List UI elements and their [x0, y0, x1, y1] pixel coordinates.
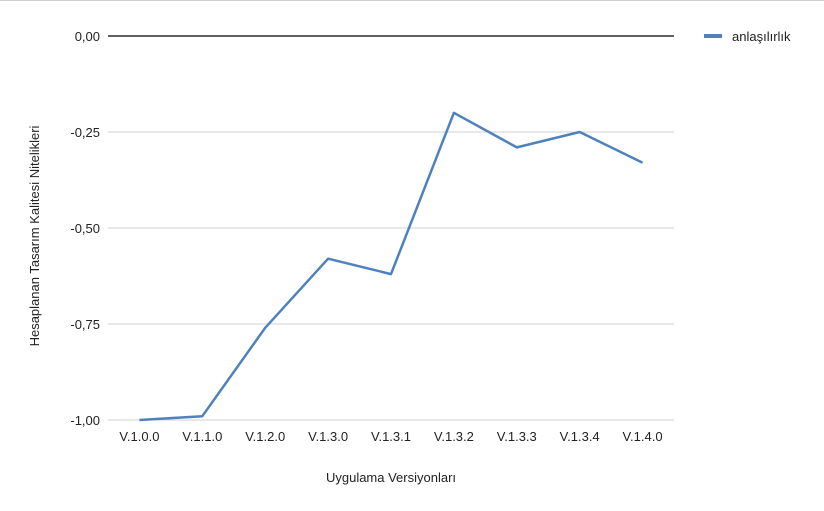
x-tick-label: V.1.1.0 — [182, 429, 222, 444]
series-lines — [139, 111, 644, 422]
legend-label: anlaşılırlık — [732, 29, 791, 44]
x-tick-label: V.1.3.3 — [497, 429, 537, 444]
x-tick-label: V.1.3.0 — [308, 429, 348, 444]
x-tick-labels: V.1.0.0 V.1.1.0 V.1.2.0 V.1.3.0 V.1.3.1 V.1.3… — [119, 429, 662, 444]
series-line — [139, 111, 644, 422]
y-tick-label: -1,00 — [70, 413, 100, 428]
x-tick-label: V.1.3.2 — [434, 429, 474, 444]
x-tick-label: V.1.3.1 — [371, 429, 411, 444]
y-tick-label: 0,00 — [75, 29, 100, 44]
y-tick-label: -0,25 — [70, 125, 100, 140]
x-tick-label: V.1.4.0 — [623, 429, 663, 444]
y-tick-labels: 0,00 -0,25 -0,50 -0,75 -1,00 — [70, 29, 100, 428]
x-tick-label: V.1.2.0 — [245, 429, 285, 444]
y-tick-label: -0,50 — [70, 221, 100, 236]
x-tick-label: V.1.0.0 — [119, 429, 159, 444]
x-tick-label: V.1.3.4 — [560, 429, 600, 444]
legend: anlaşılırlık — [704, 29, 791, 44]
legend-swatch — [704, 34, 722, 38]
grid-lines — [108, 35, 674, 421]
y-axis-title: Hesaplanan Tasarım Kalitesi Nitelikleri — [27, 125, 42, 346]
y-tick-label: -0,75 — [70, 317, 100, 332]
x-axis-title: Uygulama Versiyonları — [326, 470, 456, 485]
